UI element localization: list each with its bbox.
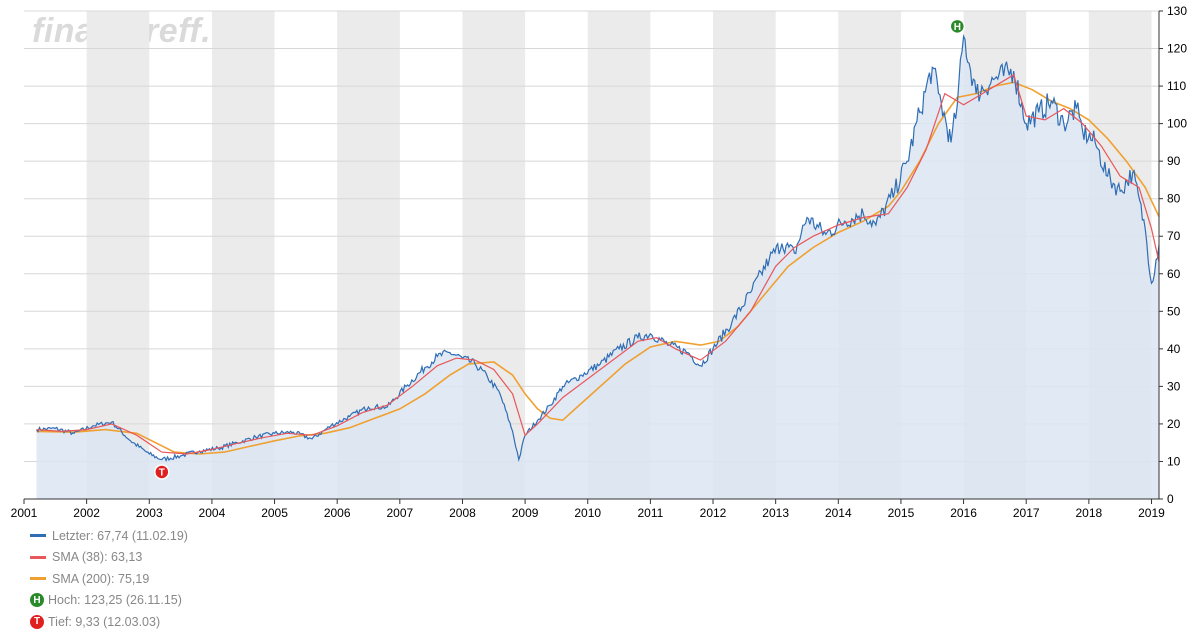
y-tick-label: 20	[1167, 417, 1181, 431]
price-area-fill	[36, 36, 1159, 500]
annotation-markers: HT	[154, 18, 966, 480]
x-tick-label: 2007	[386, 506, 413, 520]
x-tick-label: 2003	[136, 506, 163, 520]
x-tick-label: 2012	[700, 506, 727, 520]
low-marker	[154, 464, 170, 480]
legend-swatch-price	[30, 534, 46, 538]
x-tick-label: 2008	[449, 506, 476, 520]
legend-label-low: Tief: 9,33 (12.03.03)	[48, 614, 161, 629]
year-band	[211, 11, 275, 499]
x-tick-label: 2016	[950, 506, 977, 520]
legend-item-sma200: SMA (200): 75,19	[30, 568, 188, 590]
y-tick-label: 10	[1167, 454, 1181, 468]
x-tick-label: 2004	[199, 506, 226, 520]
x-tick-label: 2013	[762, 506, 789, 520]
legend: Letzter: 67,74 (11.02.19) SMA (38): 63,1…	[30, 525, 188, 633]
legend-label-sma200: SMA (200): 75,19	[52, 571, 150, 586]
y-tick-label: 50	[1167, 304, 1181, 318]
low-badge-icon: T	[30, 614, 44, 629]
x-tick-label: 2018	[1075, 506, 1102, 520]
legend-label-high: Hoch: 123,25 (26.11.15)	[48, 593, 182, 608]
sma38-line	[36, 73, 1160, 455]
x-tick-label: 2014	[825, 506, 852, 520]
x-tick-label: 2005	[261, 506, 288, 520]
x-tick-label: 2002	[73, 506, 100, 520]
legend-item-low: T Tief: 9,33 (12.03.03)	[30, 611, 188, 633]
x-tick-label: 2010	[574, 506, 601, 520]
sma200-line	[36, 81, 1160, 455]
legend-item-last: Letzter: 67,74 (11.02.19)	[30, 525, 188, 547]
y-tick-label: 80	[1167, 192, 1181, 206]
legend-swatch-sma200	[30, 577, 46, 581]
x-tick-label: 2015	[888, 506, 915, 520]
legend-item-high: H Hoch: 123,25 (26.11.15)	[30, 590, 188, 612]
legend-label-sma38: SMA (38): 63,13	[52, 550, 143, 565]
axis-group: 0 10 20 30 40 50 60 70 80 90 100 110 120 130 2001 2002 2…	[11, 4, 1188, 520]
y-tick-label: 120	[1167, 42, 1187, 56]
y-tick-label: 40	[1167, 342, 1181, 356]
price-line	[36, 34, 1160, 463]
high-marker	[949, 18, 966, 35]
x-tick-label: 2019	[1138, 506, 1165, 520]
y-tick-label: 30	[1167, 379, 1181, 393]
legend-swatch-sma38	[30, 555, 46, 559]
low-marker-label: T	[159, 467, 165, 478]
y-tick-label: 60	[1167, 267, 1181, 281]
y-tick-label: 130	[1167, 4, 1187, 18]
x-tick-label: 2006	[324, 506, 351, 520]
x-tick-label: 2001	[11, 506, 38, 520]
y-tick-label: 70	[1167, 229, 1181, 243]
year-band	[86, 11, 150, 499]
x-tick-label: 2011	[637, 506, 663, 520]
series-lines	[36, 34, 1160, 463]
y-tick-label: 110	[1167, 79, 1186, 93]
high-marker-label: H	[954, 22, 961, 33]
price-area	[36, 36, 1159, 500]
x-tick-label: 2017	[1013, 506, 1040, 520]
x-tick-label: 2009	[512, 506, 539, 520]
y-tick-label: 100	[1167, 117, 1187, 131]
y-tick-label: 0	[1167, 492, 1174, 506]
legend-item-sma38: SMA (38): 63,13	[30, 547, 188, 569]
high-badge-icon: H	[30, 593, 44, 608]
y-tick-label: 90	[1167, 154, 1181, 168]
legend-label-last: Letzter: 67,74 (11.02.19)	[52, 528, 188, 543]
